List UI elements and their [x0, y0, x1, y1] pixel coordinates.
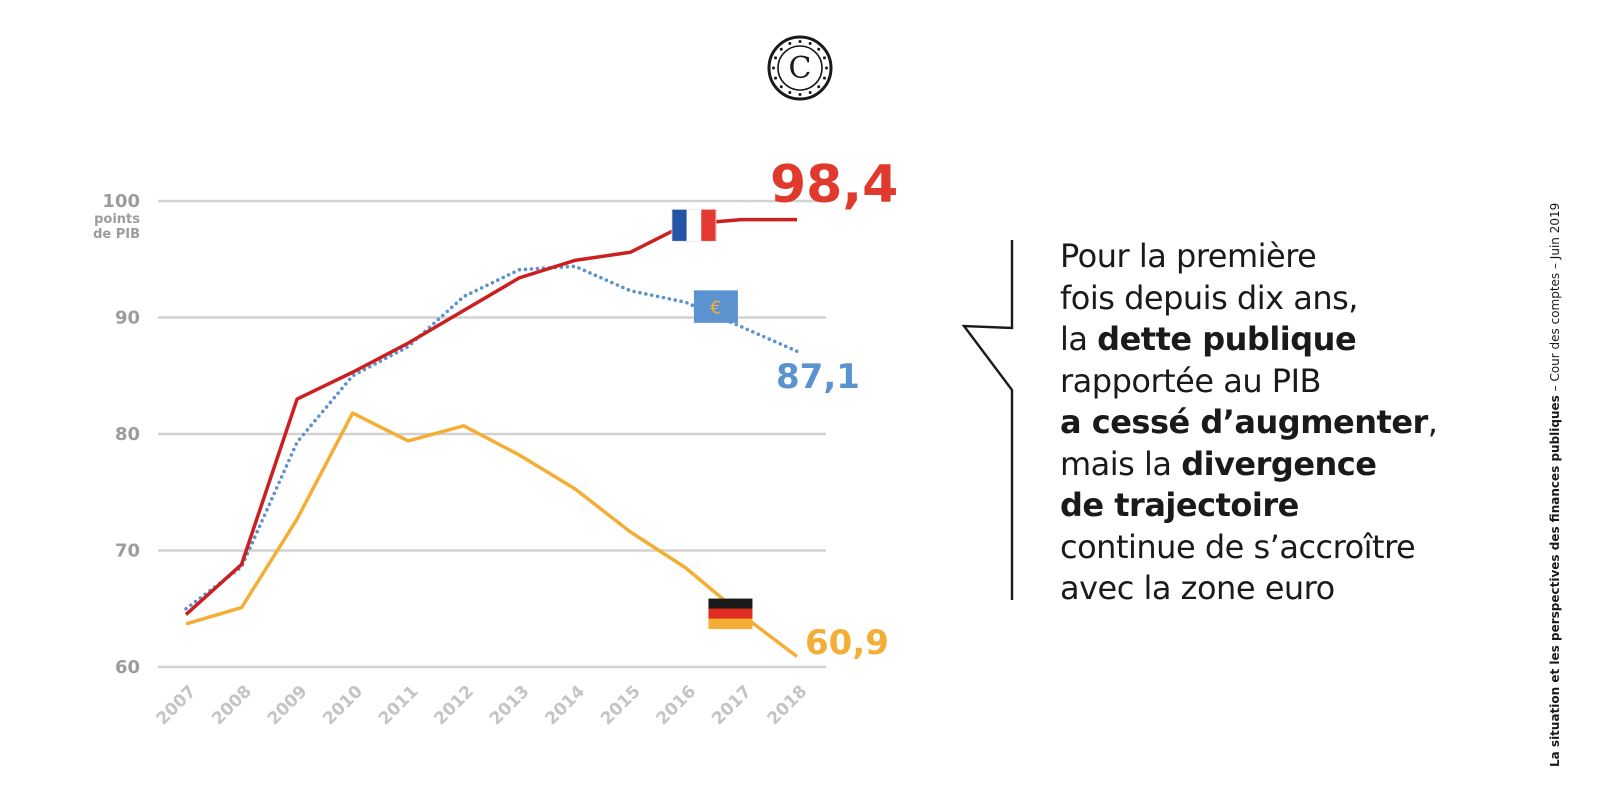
logo-dot [798, 40, 802, 43]
commentary-emphasis: de trajectoire [1060, 486, 1299, 524]
logo-dot [808, 42, 812, 46]
series-line-zone-euro [184, 264, 799, 611]
commentary-line: rapportée au PIB [1060, 361, 1490, 403]
y-tick-label: 60 [115, 657, 140, 678]
commentary-segment: fois depuis dix ans, [1060, 278, 1358, 317]
commentary-segment: mais la [1060, 444, 1182, 483]
commentary-line: Pour la première [1060, 236, 1490, 278]
logo-dot [822, 56, 826, 60]
commentary-segment: , [1427, 403, 1438, 441]
logo-dot [822, 76, 826, 80]
series-line-france [184, 217, 797, 616]
logo-dot [817, 47, 821, 51]
side-caption-title: La situation et les perspectives des fin… [1548, 395, 1562, 767]
end-label-france: 98,4 [770, 155, 898, 215]
logo-dot [798, 93, 802, 96]
commentary-segment: rapportée au PIB [1060, 361, 1321, 400]
cour-des-comptes-logo: C [767, 35, 833, 101]
speech-callout-bracket [961, 240, 1014, 600]
logo-letter: C [789, 51, 812, 86]
end-labels: 98,4 87,1 60,9 [770, 155, 898, 663]
y-tick-label: 90 [115, 308, 140, 329]
series-line-allemagne [185, 411, 799, 658]
x-tick-label: 2010 [319, 682, 367, 730]
y-unit-label: de PIB [93, 227, 140, 242]
x-axis-ticks: 2007 2008 2009 2010 2011 2012 2013 2014 2015 2016… [153, 682, 812, 730]
logo-dot [774, 76, 778, 80]
commentary-segment: avec la zone euro [1060, 569, 1335, 607]
logo-dot [788, 90, 792, 94]
x-tick-label: 2017 [708, 682, 756, 730]
x-tick-label: 2012 [430, 682, 478, 730]
commentary-segment: la [1060, 320, 1098, 358]
side-caption-source: – Cour des comptes – Juin 2019 [1548, 202, 1562, 396]
commentary-line: de trajectoire [1060, 485, 1490, 527]
x-tick-label: 2013 [486, 682, 534, 730]
y-tick-label: 80 [115, 424, 140, 445]
euro-symbol: € [710, 297, 721, 318]
commentary-emphasis: dette publique [1097, 320, 1357, 358]
commentary-text: Pour la première fois depuis dix ans, la d… [1060, 236, 1490, 610]
commentary-segment: Pour la première [1060, 237, 1317, 275]
euro-flag-icon: € [693, 290, 738, 323]
logo-dot [788, 42, 792, 46]
end-label-allemagne: 60,9 [805, 623, 889, 663]
commentary-line: fois depuis dix ans, [1060, 278, 1490, 320]
commentary-line: mais la divergence [1060, 444, 1490, 486]
commentary-line: la dette publique [1060, 319, 1490, 361]
x-tick-label: 2014 [541, 682, 589, 730]
logo-dot [808, 90, 812, 94]
logo-dot [779, 47, 783, 51]
commentary-segment: continue de s’accroître [1060, 527, 1416, 566]
x-tick-label: 2011 [375, 682, 423, 730]
end-label-zone-euro: 87,1 [776, 357, 860, 397]
x-tick-label: 2008 [208, 682, 256, 730]
logo-dot [772, 66, 775, 70]
x-tick-label: 2016 [653, 682, 701, 730]
logo-dot [774, 56, 778, 60]
side-caption: La situation et les perspectives des fin… [1548, 203, 1562, 767]
x-tick-label: 2007 [153, 682, 201, 730]
commentary-line: a cessé d’augmenter, [1060, 402, 1490, 444]
x-tick-label: 2009 [264, 682, 312, 730]
x-tick-label: 2015 [597, 682, 645, 730]
y-axis-ticks: 60 70 80 90 100 [102, 191, 140, 678]
gridlines [158, 199, 826, 669]
y-unit-label: points [94, 212, 140, 227]
logo-dot [779, 85, 783, 89]
commentary-emphasis: divergence [1181, 444, 1377, 483]
commentary-line: avec la zone euro [1060, 568, 1490, 610]
series-lines [184, 217, 799, 658]
series-flags: € [671, 208, 753, 630]
y-tick-label: 70 [115, 541, 140, 562]
france-flag-icon [671, 208, 717, 242]
commentary-line: continue de s’accroître [1060, 527, 1490, 569]
y-tick-label: 100 [102, 191, 140, 212]
germany-flag-icon [708, 598, 753, 630]
x-tick-label: 2018 [764, 682, 812, 730]
commentary-emphasis: a cessé d’augmenter [1060, 403, 1428, 441]
logo-dot [817, 85, 821, 89]
logo-dot [825, 66, 828, 70]
